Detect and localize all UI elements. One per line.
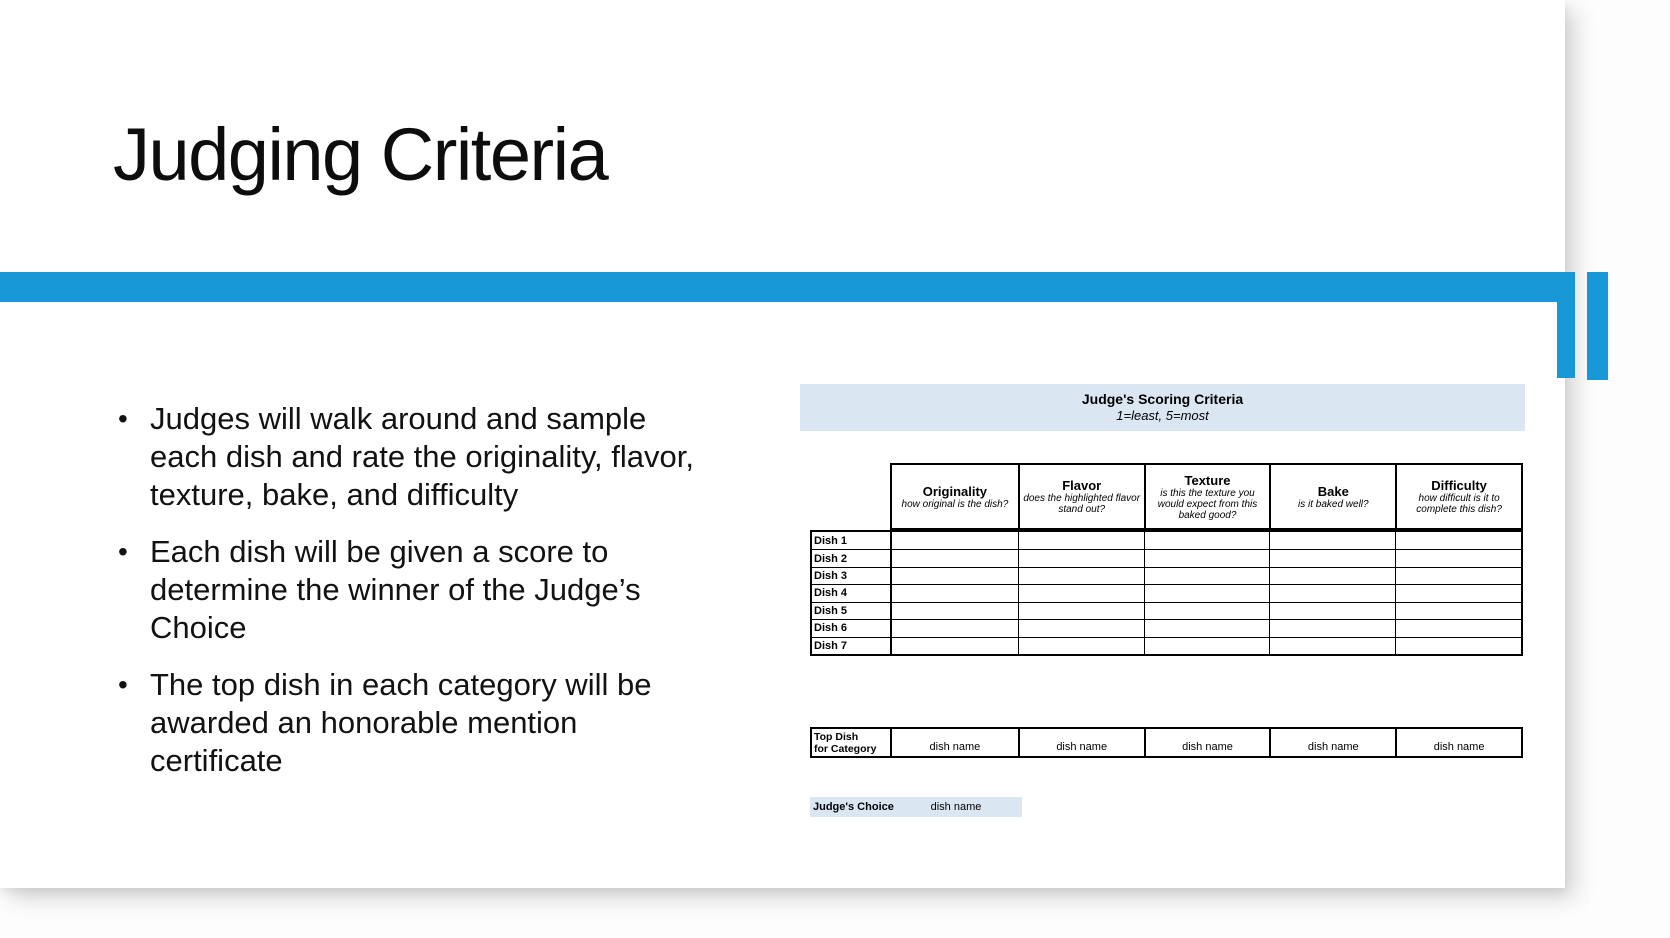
score-cell — [1017, 566, 1144, 585]
scoring-header-row: Originality how original is the dish? Fl… — [890, 463, 1523, 530]
score-cell — [1143, 619, 1270, 637]
bullet-item: The top dish in each category will be aw… — [118, 666, 703, 780]
score-cell — [1017, 601, 1144, 620]
dish-row-label: Dish 3 — [812, 566, 890, 584]
score-cell — [1017, 584, 1144, 602]
scoring-title: Judge's Scoring Criteria — [1081, 391, 1244, 407]
accent-bar-end-leg — [1557, 300, 1575, 378]
column-header-flavor: Flavor does the highlighted flavor stand… — [1017, 465, 1144, 528]
bullet-item: Each dish will be given a score to deter… — [118, 533, 703, 647]
score-cell — [1269, 584, 1396, 602]
column-header-texture: Texture is this the texture you would ex… — [1143, 465, 1270, 528]
score-cell — [1395, 636, 1521, 654]
score-cell — [892, 636, 1018, 654]
score-cell — [892, 532, 1018, 549]
score-cell — [1269, 549, 1396, 567]
score-cell — [1395, 566, 1521, 585]
column-header-originality: Originality how original is the dish? — [901, 483, 1009, 510]
column-header-difficulty: Difficulty how difficult is it to comple… — [1395, 465, 1521, 528]
page-title: Judging Criteria — [113, 113, 609, 196]
accent-horizontal-bar — [0, 272, 1575, 302]
dish-row-label: Dish 1 — [814, 534, 848, 547]
dish-row-label: Dish 5 — [812, 601, 890, 619]
score-cell — [1017, 636, 1144, 654]
top-dish-value: dish name — [929, 741, 981, 753]
score-cell — [892, 619, 1018, 636]
judges-choice-value: dish name — [930, 801, 982, 813]
top-dish-label: Top Dish for Category — [810, 727, 892, 758]
score-cell — [1017, 532, 1144, 550]
score-cell — [1143, 532, 1270, 550]
score-cell — [1143, 601, 1270, 620]
score-cell — [892, 584, 1018, 601]
top-dish-value: dish name — [1017, 729, 1144, 756]
scoring-subtitle: 1=least, 5=most — [1116, 408, 1209, 423]
scoring-grid — [890, 530, 1523, 656]
accent-vertical-bar — [1587, 272, 1608, 380]
score-cell — [1269, 532, 1395, 550]
score-cell — [1269, 636, 1396, 654]
score-cell — [1017, 549, 1144, 567]
score-cell — [1395, 584, 1521, 602]
score-cell — [1269, 566, 1396, 585]
bullet-list: Judges will walk around and sample each … — [118, 400, 703, 799]
judges-choice-label: Judge's Choice — [813, 801, 894, 813]
top-dish-value: dish name — [1395, 729, 1521, 756]
score-cell — [1395, 549, 1521, 567]
dish-row-label: Dish 2 — [812, 549, 890, 566]
dish-label-column: Dish 1 Dish 2 Dish 3 Dish 4 Dish 5 Dish … — [810, 530, 892, 656]
score-cell — [1395, 619, 1521, 637]
slide: Judging Criteria Judges will walk around… — [0, 0, 1565, 888]
score-cell — [892, 601, 1018, 619]
dish-row-label: Dish 6 — [812, 619, 890, 636]
top-dish-value: dish name — [1269, 729, 1395, 756]
score-cell — [1395, 601, 1521, 620]
score-cell — [1143, 636, 1270, 654]
dish-row-label: Dish 7 — [812, 636, 890, 654]
score-cell — [1269, 619, 1396, 637]
score-cell — [1143, 566, 1270, 585]
score-cell — [1017, 619, 1144, 637]
score-cell — [1143, 549, 1270, 567]
scoring-title-band: Judge's Scoring Criteria 1=least, 5=most — [800, 384, 1525, 431]
bullet-item: Judges will walk around and sample each … — [118, 400, 703, 514]
judges-choice-row: Judge's Choice dish name — [810, 797, 1022, 817]
top-dish-value: dish name — [1143, 729, 1270, 756]
score-cell — [892, 549, 1018, 566]
top-dish-row: dish name dish name dish name dish name … — [890, 727, 1523, 758]
score-cell — [1143, 584, 1270, 602]
score-cell — [1269, 601, 1396, 620]
score-cell — [892, 566, 1018, 584]
column-header-bake: Bake is it baked well? — [1269, 465, 1395, 528]
score-cell — [1395, 532, 1521, 550]
dish-row-label: Dish 4 — [812, 584, 890, 601]
